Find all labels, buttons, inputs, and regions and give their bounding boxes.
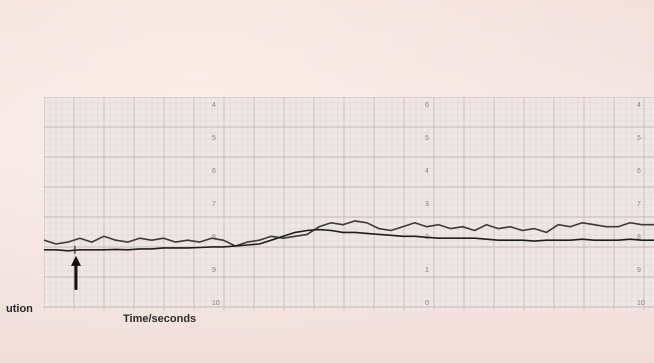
series-line-1 bbox=[44, 220, 654, 247]
scale-digit: 0 bbox=[425, 300, 429, 307]
scale-digit: 6 bbox=[212, 168, 216, 175]
scale-digit: 5 bbox=[212, 135, 216, 142]
series-line-2 bbox=[44, 228, 654, 252]
scale-digit: 4 bbox=[425, 168, 429, 175]
scale-digit: 4 bbox=[637, 102, 641, 109]
scale-digit: 9 bbox=[637, 267, 641, 274]
scale-digit: 10 bbox=[212, 300, 220, 307]
scale-digit: 9 bbox=[212, 267, 216, 274]
scale-digit: 10 bbox=[637, 300, 645, 307]
scale-digit: 5 bbox=[425, 135, 429, 142]
scale-digit: 6 bbox=[637, 168, 641, 175]
scale-digit: 5 bbox=[637, 135, 641, 142]
arrow-head bbox=[70, 255, 81, 266]
chart-paper: 4 5 6 7 8 9 10 6 5 4 3 2 1 0 4 5 6 7 8 9 10 bbox=[44, 97, 654, 310]
scale-digit: 6 bbox=[425, 102, 429, 109]
scale-digit: 3 bbox=[425, 201, 429, 208]
scale-digit: 1 bbox=[425, 267, 429, 274]
scale-digit: 7 bbox=[212, 201, 216, 208]
scale-digit: 8 bbox=[212, 234, 216, 241]
scale-digit: 4 bbox=[212, 102, 216, 109]
scale-digit: 8 bbox=[637, 234, 641, 241]
scale-digit: 7 bbox=[637, 201, 641, 208]
x-axis-label: Time/seconds bbox=[123, 313, 197, 325]
left-margin-text: ution bbox=[6, 303, 33, 315]
